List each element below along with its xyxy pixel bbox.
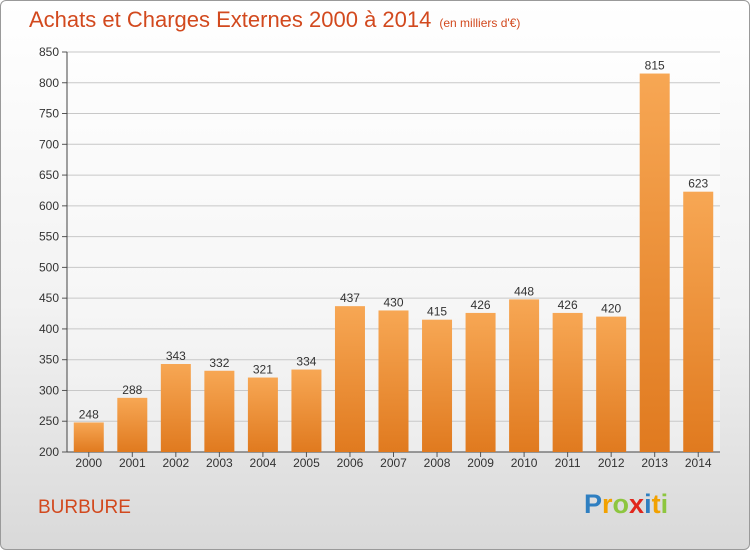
- x-tick-label: 2012: [598, 456, 625, 470]
- y-tick-label: 750: [39, 107, 59, 121]
- bar: [639, 73, 670, 453]
- bar: [247, 377, 278, 452]
- bar-value-label: 448: [514, 284, 534, 298]
- y-tick-label: 300: [39, 383, 59, 397]
- chart-subtitle: (en milliers d'€): [439, 16, 521, 30]
- y-tick-label: 800: [39, 76, 59, 90]
- x-tick-label: 2004: [250, 456, 277, 470]
- bar: [422, 319, 453, 452]
- bar-value-label: 415: [427, 305, 447, 319]
- logo-letter: P: [584, 489, 603, 519]
- bar-value-label: 437: [340, 291, 360, 305]
- y-tick-label: 650: [39, 168, 59, 182]
- x-tick-label: 2001: [119, 456, 146, 470]
- y-tick-label: 600: [39, 199, 59, 213]
- logo-letter: t: [651, 489, 661, 519]
- bar: [596, 316, 627, 452]
- bar-value-label: 334: [296, 355, 316, 369]
- bar: [117, 397, 148, 452]
- bar: [552, 312, 583, 452]
- x-tick-label: 2009: [467, 456, 494, 470]
- y-tick-label: 550: [39, 230, 59, 244]
- y-tick-label: 350: [39, 353, 59, 367]
- y-tick-label: 450: [39, 291, 59, 305]
- bar: [291, 369, 322, 452]
- bar: [334, 306, 365, 452]
- bar-value-label: 623: [688, 177, 708, 191]
- bar: [204, 370, 235, 452]
- bar-value-label: 815: [645, 59, 665, 73]
- chart-title: Achats et Charges Externes 2000 à 2014 (e…: [29, 7, 520, 33]
- bar-value-label: 321: [253, 363, 273, 377]
- x-tick-label: 2002: [162, 456, 189, 470]
- bar: [465, 312, 496, 452]
- x-tick-label: 2000: [75, 456, 102, 470]
- bar-value-label: 426: [558, 298, 578, 312]
- logo-letter: x: [629, 489, 645, 519]
- bar-value-label: 420: [601, 302, 621, 316]
- y-tick-label: 700: [39, 137, 59, 151]
- bar-value-label: 332: [209, 356, 229, 370]
- x-tick-label: 2008: [424, 456, 451, 470]
- bar: [378, 310, 409, 452]
- y-tick-label: 400: [39, 322, 59, 336]
- chart-title-text: Achats et Charges Externes 2000 à 2014: [29, 7, 432, 32]
- x-tick-label: 2005: [293, 456, 320, 470]
- logo-letter: i: [660, 489, 669, 519]
- bar-value-label: 343: [166, 349, 186, 363]
- x-tick-label: 2011: [555, 456, 581, 470]
- y-tick-label: 250: [39, 414, 59, 428]
- bar: [160, 364, 191, 452]
- bar-value-label: 426: [471, 298, 491, 312]
- x-tick-label: 2007: [380, 456, 407, 470]
- logo-letter: o: [612, 489, 630, 519]
- bar-value-label: 288: [122, 383, 142, 397]
- logo-letter: r: [602, 489, 613, 519]
- proxiti-logo[interactable]: Proxiti: [584, 489, 668, 520]
- x-tick-label: 2010: [511, 456, 538, 470]
- bars: [73, 73, 714, 453]
- bar-value-label: 430: [383, 295, 403, 309]
- y-tick-label: 850: [39, 45, 59, 59]
- bar-value-label: 248: [79, 407, 99, 421]
- bar: [73, 422, 104, 452]
- y-tick-label: 200: [39, 445, 59, 459]
- labels: 200 250 300 350 400 450 500 550 600 650 700 750 800 8…: [39, 45, 712, 470]
- bar: [683, 191, 714, 452]
- x-tick-label: 2006: [337, 456, 364, 470]
- town-name: BURBURE: [38, 497, 131, 518]
- bar: [509, 299, 540, 452]
- x-tick-label: 2013: [641, 456, 668, 470]
- logo-letter: i: [644, 489, 652, 519]
- x-tick-label: 2003: [206, 456, 233, 470]
- y-tick-label: 500: [39, 260, 59, 274]
- x-tick-label: 2014: [685, 456, 712, 470]
